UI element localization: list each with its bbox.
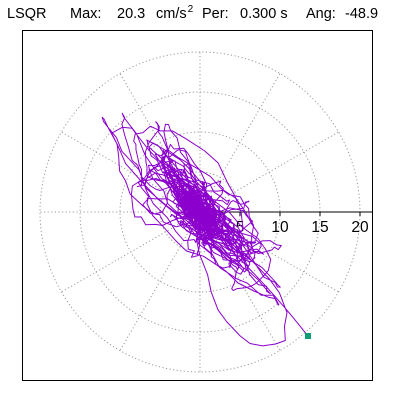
chart-header: LSQR Max: 20.3 cm/s2 Per: 0.300 s Ang: -… — [0, 4, 400, 30]
grid-spoke — [119, 211, 201, 351]
max-label: Max: — [70, 6, 102, 22]
grid-spoke — [199, 73, 281, 213]
motion-trace — [101, 112, 309, 347]
period-label: Per: — [202, 6, 229, 22]
max-unit-text: cm/s — [156, 6, 187, 22]
period-value: 0.300 s — [240, 6, 288, 22]
max-value: 20.3 — [117, 6, 146, 22]
angle-value: -48.9 — [345, 6, 379, 22]
grid-spoke — [61, 211, 201, 293]
grid-spoke — [119, 73, 201, 213]
method-label: LSQR — [7, 6, 47, 22]
grid-spoke — [199, 131, 339, 213]
max-unit: cm/s2 — [156, 4, 194, 22]
grid-spoke — [199, 211, 339, 293]
grid-spoke — [199, 211, 281, 351]
max-unit-exponent: 2 — [187, 4, 194, 15]
radial-tick-label: 5 — [236, 219, 245, 236]
radial-tick-label: 20 — [351, 219, 369, 236]
grid-spoke — [61, 131, 201, 213]
plot-frame — [22, 30, 373, 381]
endpoint-marker — [305, 333, 311, 339]
radial-tick-label: 10 — [271, 219, 289, 236]
radial-tick-label: 15 — [311, 219, 328, 236]
angle-label: Ang: — [306, 6, 336, 22]
